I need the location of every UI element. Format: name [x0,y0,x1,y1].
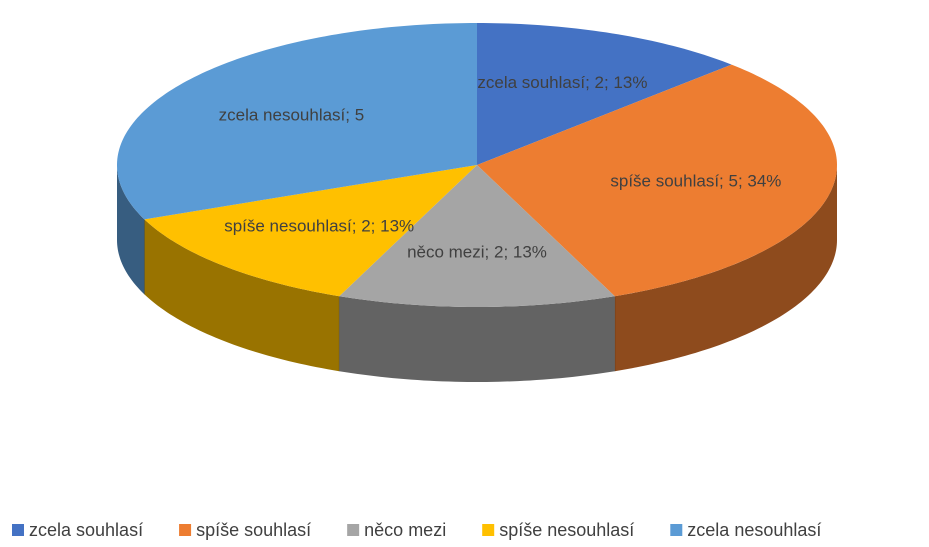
data-label: něco mezi; 2; 13% [407,243,547,262]
legend-label: zcela souhlasí [29,520,143,540]
legend-label: zcela nesouhlasí [687,520,821,540]
pie-side [339,296,615,382]
pie-slice [144,165,477,297]
legend-swatch [179,524,192,536]
pie-slice [477,23,732,165]
legend-swatch [12,524,24,536]
legend-label: něco mezi [364,520,446,540]
legend-label: spíše nesouhlasí [499,520,634,540]
pie-side [614,165,837,372]
pie-slice [339,165,615,307]
data-label: spíše souhlasí; 5; 34% [610,172,781,191]
legend-label: spíše souhlasí [196,520,311,540]
pie-side [117,165,145,295]
legend-swatch [670,524,683,536]
data-label: zcela nesouhlasí; 5 [219,106,365,125]
pie-slice [117,23,477,220]
pie-side [144,219,340,372]
legend-swatch [347,524,360,536]
pie-slice [477,64,837,297]
data-label: zcela souhlasí; 2; 13% [477,73,647,92]
data-label: spíše nesouhlasí; 2; 13% [224,217,414,236]
legend-swatch [482,524,495,536]
